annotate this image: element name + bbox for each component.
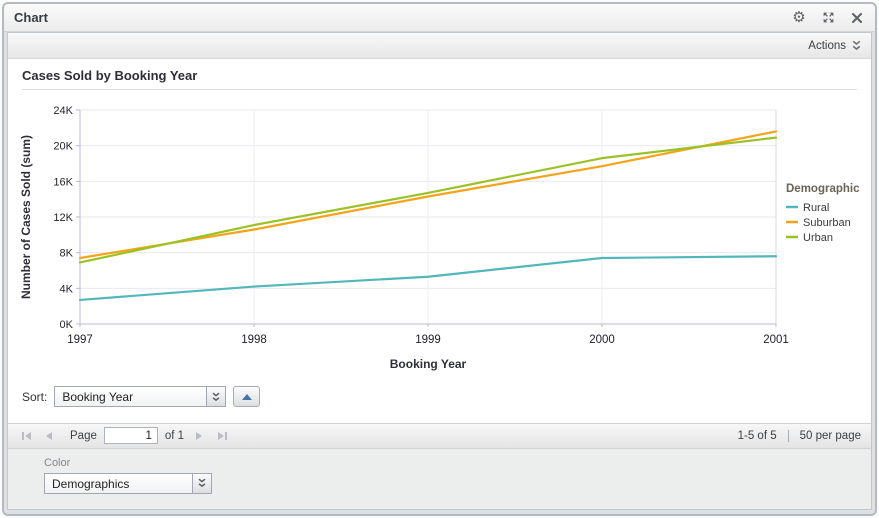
window-header: Chart ⚙ [4, 4, 875, 32]
svg-text:12K: 12K [53, 212, 73, 224]
svg-text:24K: 24K [53, 105, 73, 117]
per-page-label: 50 per page [799, 429, 861, 442]
expand-icon[interactable] [820, 10, 836, 26]
svg-text:1997: 1997 [67, 334, 93, 346]
gear-icon[interactable]: ⚙ [792, 8, 806, 26]
svg-text:2000: 2000 [589, 334, 615, 346]
sort-combobox-trigger[interactable] [206, 387, 226, 406]
window-tools: ⚙ [791, 8, 865, 26]
svg-text:Urban: Urban [803, 232, 833, 244]
first-page-icon[interactable] [18, 428, 34, 444]
page-number-input[interactable] [103, 427, 158, 444]
sort-combobox-value: Booking Year [62, 390, 134, 404]
svg-text:20K: 20K [53, 141, 73, 153]
sort-row: Sort: Booking Year [8, 372, 871, 407]
sort-label: Sort: [22, 389, 48, 404]
svg-text:Booking Year: Booking Year [390, 357, 467, 371]
svg-text:Suburban: Suburban [803, 217, 851, 229]
svg-text:2001: 2001 [763, 334, 789, 346]
double-chevron-down-icon [198, 478, 206, 488]
sort-ascending-button[interactable] [233, 386, 261, 407]
pager-status: 1-5 of 5 50 per page [737, 429, 861, 442]
record-range-label: 1-5 of 5 [737, 429, 777, 442]
svg-text:4K: 4K [60, 283, 74, 295]
page-label: Page [70, 429, 97, 442]
actions-toolbar: Actions [8, 33, 871, 59]
svg-text:Rural: Rural [803, 202, 829, 214]
color-combobox[interactable]: Demographics [44, 472, 212, 494]
double-chevron-down-icon [212, 392, 220, 401]
color-label: Color [44, 456, 71, 469]
svg-text:Number of Cases Sold (sum): Number of Cases Sold (sum) [19, 135, 33, 299]
svg-text:8K: 8K [60, 248, 74, 260]
svg-text:Demographic: Demographic [786, 183, 860, 195]
svg-text:1999: 1999 [415, 334, 441, 346]
svg-text:0K: 0K [60, 319, 74, 331]
next-page-icon[interactable] [191, 428, 207, 444]
triangle-up-icon [241, 393, 252, 400]
svg-text:1998: 1998 [241, 334, 267, 346]
last-page-icon[interactable] [214, 428, 230, 444]
sort-combobox[interactable]: Booking Year [54, 386, 227, 407]
previous-page-icon[interactable] [41, 428, 57, 444]
color-combobox-value: Demographics [52, 476, 130, 491]
close-icon[interactable] [849, 10, 865, 26]
color-panel: Color Demographics [8, 448, 871, 509]
separator [787, 429, 789, 442]
actions-button[interactable]: Actions [808, 39, 846, 52]
chart-title: Cases Sold by Booking Year [22, 68, 857, 90]
color-combobox-trigger[interactable] [192, 473, 211, 493]
page-of-label: of 1 [164, 429, 185, 442]
chart-section: Cases Sold by Booking Year 0K 4K 8K 12K 16K 2… [8, 59, 871, 423]
window-title: Chart [14, 10, 48, 25]
svg-text:16K: 16K [53, 176, 73, 188]
pagination-bar: Page of 1 1-5 of 5 50 per page [8, 422, 871, 449]
double-chevron-down-icon[interactable] [852, 40, 861, 51]
panel-body: Actions Cases Sold by Booking Year 0K 4K 8… [7, 32, 872, 510]
line-chart: 0K 4K 8K 12K 16K 20K 24K 1997 1998 1999 2000 2001 Bo… [19, 105, 860, 371]
